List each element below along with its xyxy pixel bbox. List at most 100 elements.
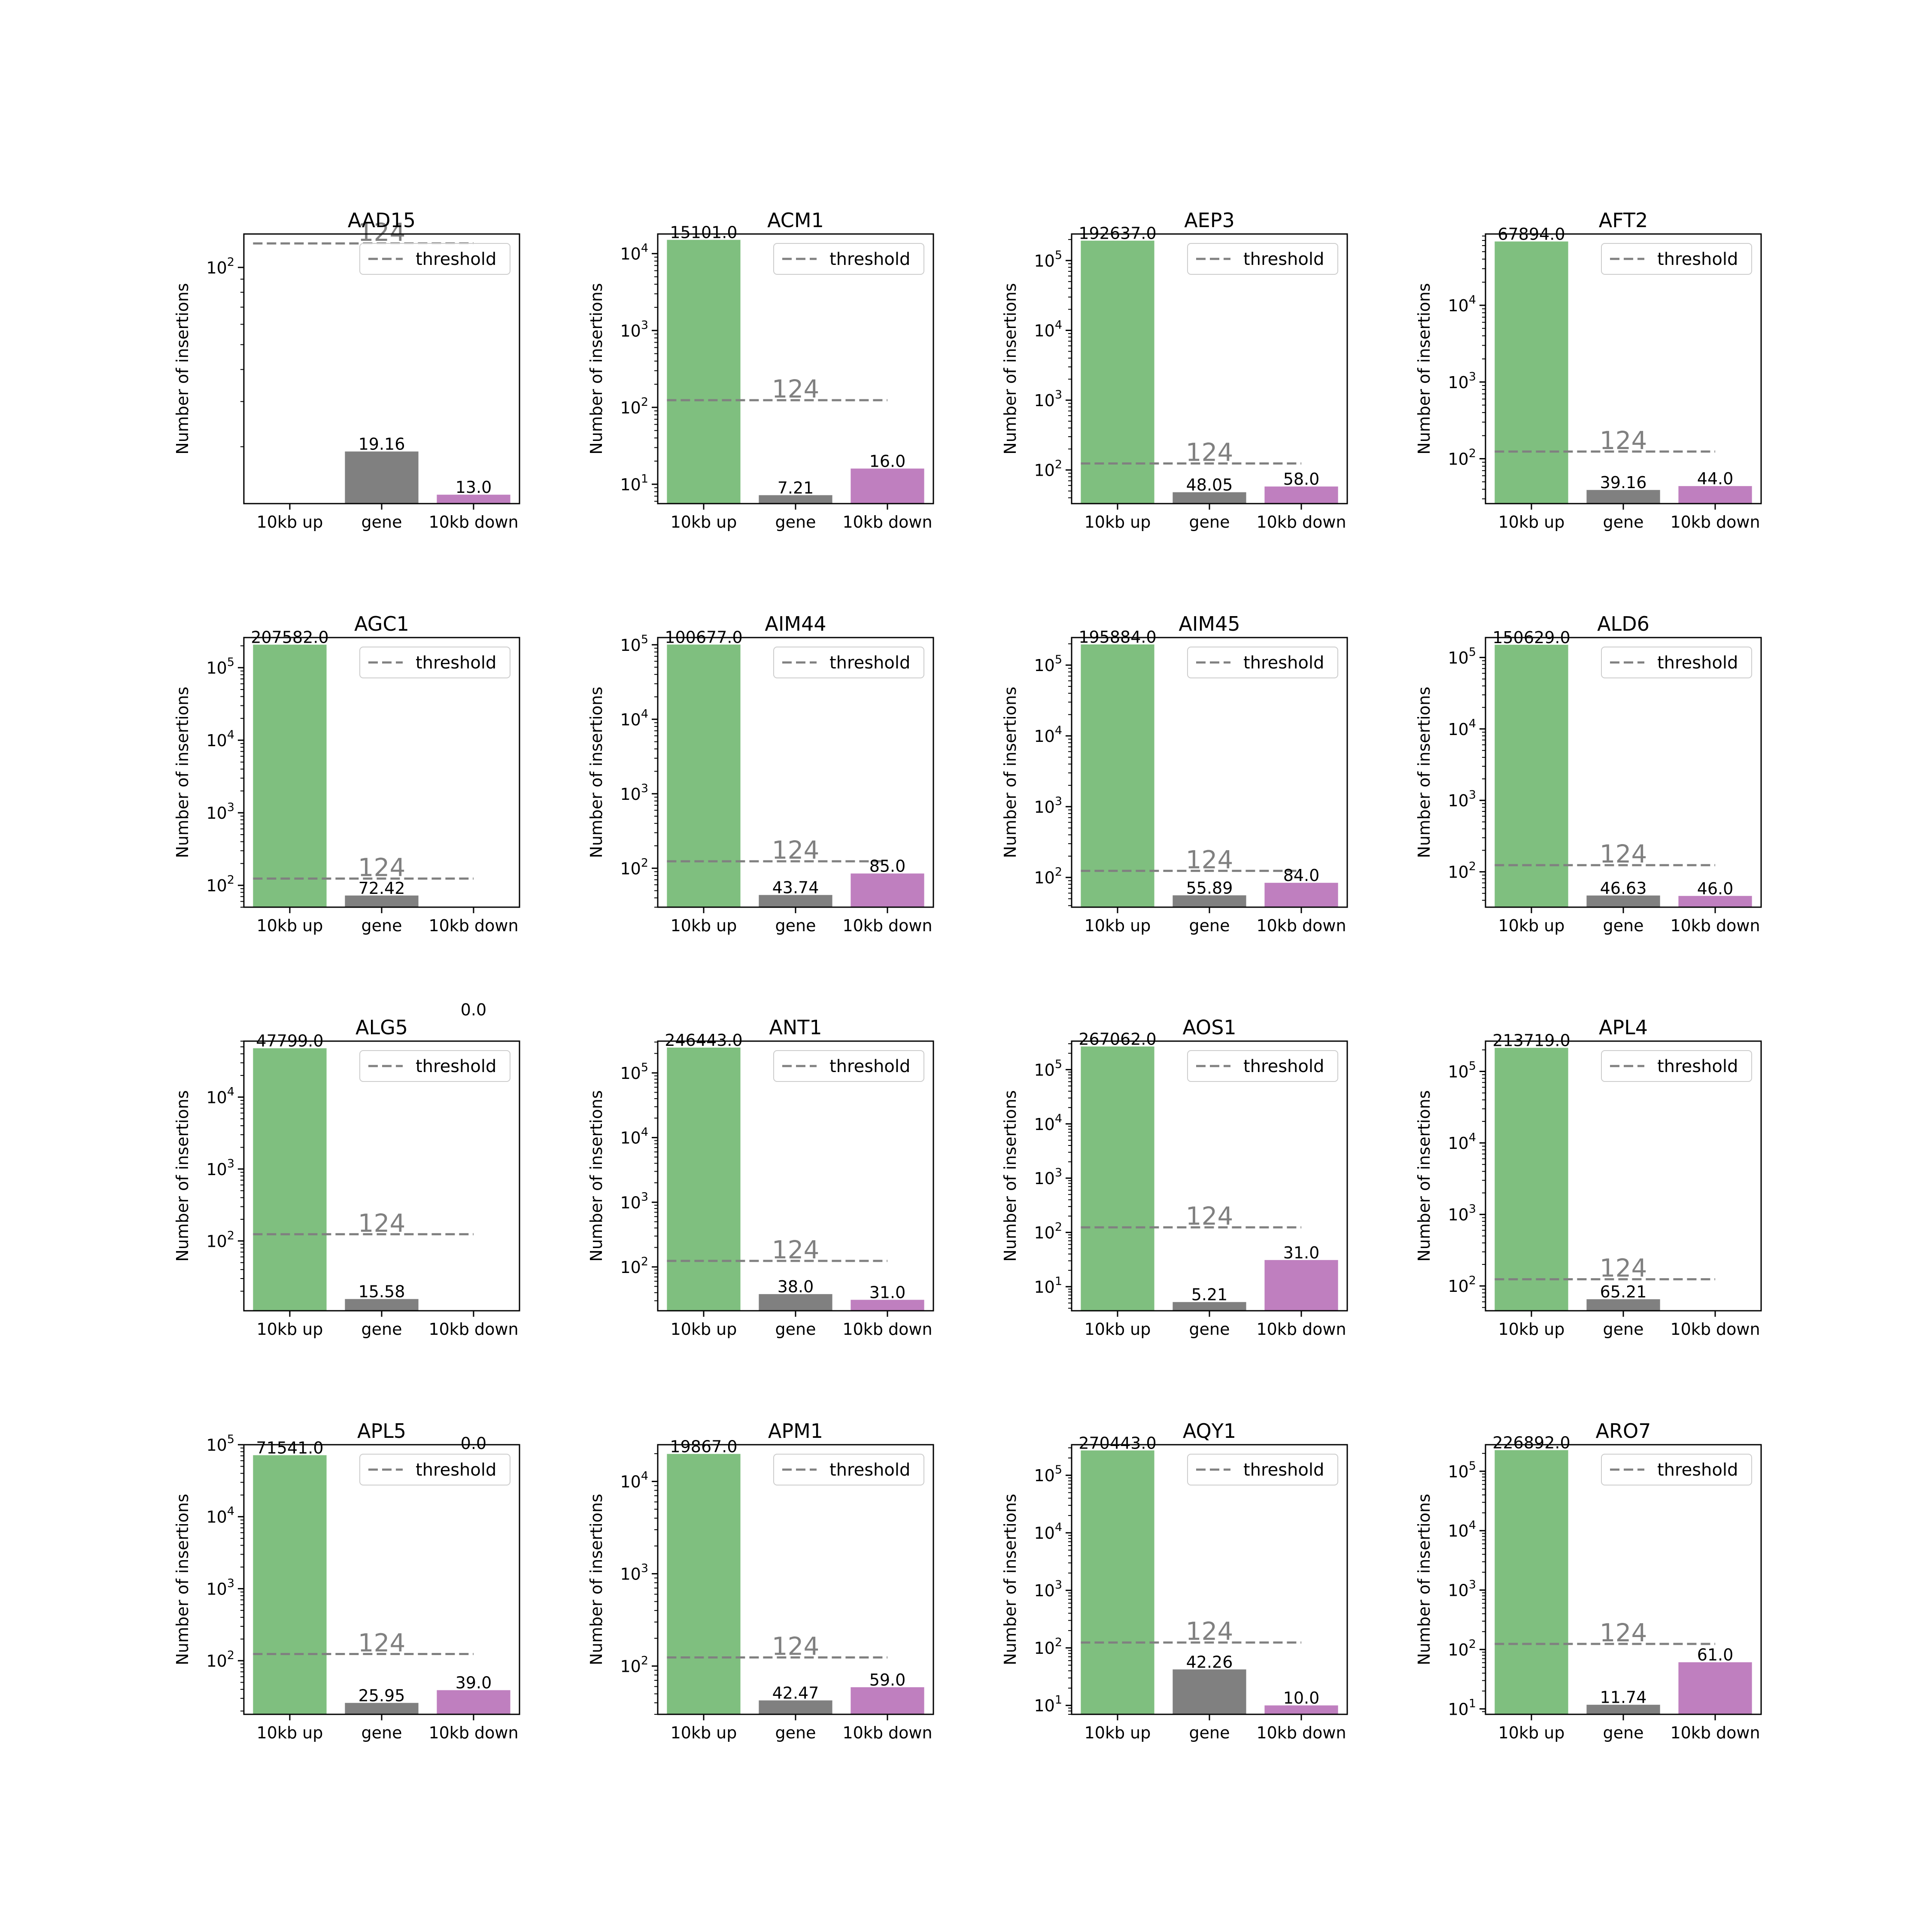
legend: threshold bbox=[773, 1050, 924, 1082]
bar-value-label: 270443.0 bbox=[1078, 1434, 1156, 1452]
y-axis-label: Number of insertions bbox=[1415, 1090, 1434, 1261]
legend-entry-threshold: threshold bbox=[829, 249, 910, 269]
bar-value-label: 46.63 bbox=[1600, 879, 1647, 898]
subplot-title: AIM45 bbox=[1179, 612, 1240, 635]
y-axis-label: Number of insertions bbox=[1415, 283, 1434, 454]
bar-value-label: 72.42 bbox=[358, 879, 405, 898]
y-tick-label: 104 bbox=[620, 1470, 648, 1492]
x-tick-label: 10kb down bbox=[1256, 916, 1346, 935]
y-tick-label: 104 bbox=[620, 1126, 648, 1148]
x-tick-label: gene bbox=[1603, 1723, 1644, 1742]
subplot-title: APL4 bbox=[1599, 1016, 1648, 1039]
y-axis-label: Number of insertions bbox=[587, 1090, 606, 1261]
bar-10kb-up bbox=[1081, 1046, 1154, 1311]
y-tick-label: 101 bbox=[1448, 1697, 1476, 1719]
bar-10kb-down bbox=[1678, 1662, 1752, 1714]
y-axis-label: Number of insertions bbox=[1415, 687, 1434, 858]
bar-value-label: 85.0 bbox=[869, 857, 906, 876]
y-tick-label: 104 bbox=[620, 707, 648, 729]
y-tick-label: 105 bbox=[1034, 1463, 1062, 1485]
legend-box bbox=[773, 243, 924, 275]
bar-value-label: 15101.0 bbox=[670, 223, 737, 242]
legend: threshold bbox=[359, 243, 510, 275]
legend: threshold bbox=[359, 1050, 510, 1082]
y-tick-label: 104 bbox=[1448, 717, 1476, 739]
y-tick-label: 101 bbox=[1034, 1693, 1062, 1715]
y-tick-label: 103 bbox=[206, 1577, 234, 1598]
bar-10kb-up bbox=[1081, 644, 1154, 907]
x-tick-label: 10kb down bbox=[1670, 513, 1760, 532]
y-axis-label: Number of insertions bbox=[587, 1494, 606, 1665]
bar-value-label: 11.74 bbox=[1600, 1688, 1647, 1707]
threshold-label: 124 bbox=[772, 835, 820, 865]
legend: threshold bbox=[1601, 647, 1752, 678]
legend-box bbox=[773, 1050, 924, 1082]
x-tick-label: 10kb down bbox=[428, 513, 518, 532]
x-tick-label: 10kb up bbox=[257, 916, 323, 935]
threshold-label: 124 bbox=[358, 1628, 406, 1657]
y-tick-label: 103 bbox=[620, 1190, 648, 1212]
y-tick-label: 104 bbox=[206, 1505, 234, 1527]
legend-entry-threshold: threshold bbox=[416, 1460, 496, 1480]
bar-10kb-down bbox=[437, 495, 510, 504]
subplot-title: AAD15 bbox=[348, 209, 416, 232]
legend-entry-threshold: threshold bbox=[829, 1460, 910, 1480]
y-tick-label: 103 bbox=[1034, 795, 1062, 817]
subplot-title: AGC1 bbox=[354, 612, 409, 635]
subplot-title: AEP3 bbox=[1184, 209, 1235, 232]
y-axis-label: Number of insertions bbox=[1001, 687, 1020, 858]
x-tick-label: 10kb up bbox=[1084, 916, 1151, 935]
y-tick-label: 102 bbox=[206, 1229, 234, 1251]
y-axis-label: Number of insertions bbox=[173, 1090, 192, 1261]
bar-value-label: 246443.0 bbox=[665, 1031, 742, 1050]
legend: threshold bbox=[1601, 1050, 1752, 1082]
bar-10kb-down bbox=[851, 1687, 924, 1714]
bar-value-label: 15.58 bbox=[358, 1282, 405, 1301]
y-tick-label: 104 bbox=[206, 728, 234, 750]
y-tick-label: 105 bbox=[1448, 1060, 1476, 1081]
bar-gene bbox=[345, 1703, 419, 1714]
x-tick-label: 10kb down bbox=[842, 513, 932, 532]
y-tick-label: 105 bbox=[1448, 1459, 1476, 1481]
bar-10kb-down bbox=[1264, 486, 1338, 504]
bar-value-label: 42.26 bbox=[1186, 1653, 1233, 1671]
legend: threshold bbox=[1601, 1454, 1752, 1485]
y-tick-label: 102 bbox=[206, 1649, 234, 1671]
x-tick-label: gene bbox=[775, 513, 816, 532]
bar-10kb-down bbox=[1264, 1705, 1338, 1714]
x-tick-label: 10kb down bbox=[1670, 1723, 1760, 1742]
y-tick-label: 104 bbox=[620, 242, 648, 264]
y-tick-label: 105 bbox=[1034, 653, 1062, 675]
legend-box bbox=[1601, 647, 1752, 678]
y-tick-label: 102 bbox=[206, 873, 234, 895]
legend-box bbox=[773, 647, 924, 678]
legend-entry-threshold: threshold bbox=[1657, 653, 1738, 673]
y-tick-label: 102 bbox=[206, 255, 234, 277]
x-tick-label: gene bbox=[361, 1723, 402, 1742]
y-tick-label: 102 bbox=[1448, 860, 1476, 882]
legend-box bbox=[1601, 1050, 1752, 1082]
bar-10kb-down bbox=[1678, 896, 1752, 907]
bar-10kb-down bbox=[1264, 1260, 1338, 1311]
legend-entry-threshold: threshold bbox=[1243, 1057, 1324, 1076]
subplot-title: AOS1 bbox=[1182, 1016, 1236, 1039]
legend-box bbox=[1601, 243, 1752, 275]
bar-value-label: 58.0 bbox=[1283, 470, 1320, 489]
x-tick-label: 10kb up bbox=[671, 513, 737, 532]
bar-value-label: 46.0 bbox=[1697, 879, 1734, 898]
subplot-title: ALD6 bbox=[1597, 612, 1649, 635]
x-tick-label: 10kb up bbox=[1498, 1320, 1565, 1339]
y-tick-label: 103 bbox=[1448, 1203, 1476, 1224]
subplot-apm1: 124 19867.0 42.47 59.0 102 103 104 10kb up gene 1… bbox=[587, 1419, 934, 1742]
x-tick-label: gene bbox=[1189, 513, 1230, 532]
bar-value-label: 19.16 bbox=[358, 435, 405, 454]
bar-gene bbox=[1586, 490, 1660, 504]
legend-entry-threshold: threshold bbox=[829, 1057, 910, 1076]
x-tick-label: gene bbox=[1603, 1320, 1644, 1339]
legend: threshold bbox=[1601, 243, 1752, 275]
bar-10kb-down bbox=[851, 468, 924, 504]
bar-value-label: 39.0 bbox=[456, 1674, 492, 1692]
y-tick-label: 103 bbox=[620, 1562, 648, 1584]
